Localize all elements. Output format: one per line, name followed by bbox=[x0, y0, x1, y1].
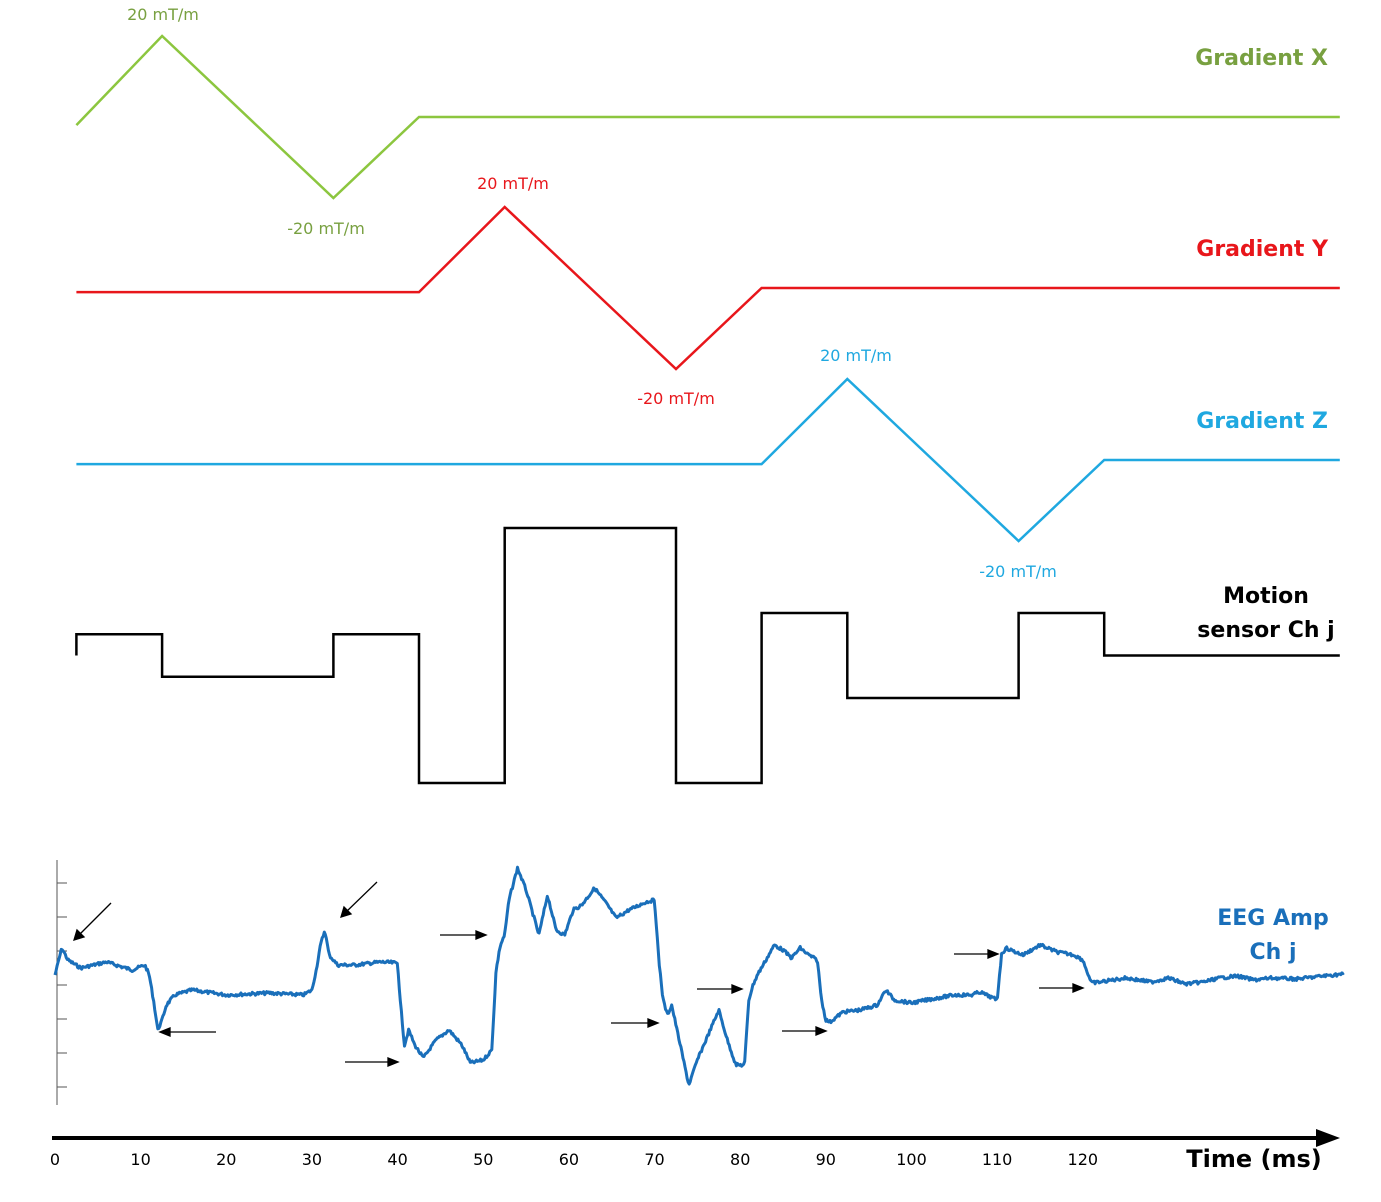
gradient-x-title: Gradient X bbox=[1195, 46, 1328, 71]
eeg-y-axis bbox=[57, 860, 67, 1105]
artifact-arrow bbox=[611, 1019, 658, 1027]
time-tick-label: 50 bbox=[473, 1150, 493, 1169]
artifact-arrow bbox=[1039, 984, 1083, 992]
time-tick-label: 40 bbox=[387, 1150, 407, 1169]
artifact-arrow bbox=[345, 1058, 398, 1066]
gradient-z-title: Gradient Z bbox=[1196, 409, 1328, 434]
time-tick-label: 100 bbox=[896, 1150, 927, 1169]
time-axis-title: Time (ms) bbox=[1186, 1145, 1321, 1173]
gradient-z-group: 20 mT/m -20 mT/m Gradient Z bbox=[76, 346, 1339, 581]
motion-sensor-waveform bbox=[76, 528, 1339, 783]
time-axis-tick-labels: 0 10 20 30 40 50 60 70 80 90 100 110 120 bbox=[50, 1150, 1098, 1169]
gradient-y-group: 20 mT/m -20 mT/m Gradient Y bbox=[76, 174, 1339, 408]
gradient-y-peak-label: 20 mT/m bbox=[477, 174, 549, 193]
time-tick-label: 110 bbox=[982, 1150, 1013, 1169]
gradient-x-trough-label: -20 mT/m bbox=[287, 219, 365, 238]
eeg-waveform bbox=[55, 867, 1344, 1084]
mri-gradient-eeg-diagram: 20 mT/m -20 mT/m Gradient X 20 mT/m -20 … bbox=[0, 0, 1381, 1202]
time-tick-label: 60 bbox=[559, 1150, 579, 1169]
gradient-z-peak-label: 20 mT/m bbox=[820, 346, 892, 365]
eeg-group: EEG Amp Ch j bbox=[55, 860, 1344, 1105]
time-tick-label: 90 bbox=[816, 1150, 836, 1169]
gradient-z-trough-label: -20 mT/m bbox=[979, 562, 1057, 581]
gradient-y-title: Gradient Y bbox=[1196, 237, 1329, 262]
motion-sensor-title-line2: sensor Ch j bbox=[1197, 618, 1334, 643]
artifact-arrow bbox=[440, 931, 486, 939]
gradient-x-group: 20 mT/m -20 mT/m Gradient X bbox=[76, 5, 1339, 238]
artifact-arrow bbox=[341, 882, 377, 917]
eeg-title-line1: EEG Amp bbox=[1217, 906, 1328, 931]
time-tick-label: 0 bbox=[50, 1150, 60, 1169]
time-tick-label: 120 bbox=[1068, 1150, 1099, 1169]
gradient-x-peak-label: 20 mT/m bbox=[127, 5, 199, 24]
time-tick-label: 30 bbox=[302, 1150, 322, 1169]
time-tick-label: 20 bbox=[216, 1150, 236, 1169]
gradient-y-waveform bbox=[76, 207, 1339, 369]
motion-sensor-group: Motion sensor Ch j bbox=[76, 528, 1339, 783]
artifact-arrow bbox=[160, 1028, 216, 1036]
artifact-arrow bbox=[782, 1027, 826, 1035]
time-tick-label: 70 bbox=[644, 1150, 664, 1169]
gradient-y-trough-label: -20 mT/m bbox=[637, 389, 715, 408]
time-axis: 0 10 20 30 40 50 60 70 80 90 100 110 120 Time (ms) bbox=[50, 1129, 1340, 1173]
motion-sensor-title-line1: Motion bbox=[1223, 584, 1309, 609]
gradient-x-waveform bbox=[76, 36, 1339, 198]
time-tick-label: 80 bbox=[730, 1150, 750, 1169]
eeg-title-line2: Ch j bbox=[1249, 940, 1296, 965]
artifact-arrow bbox=[954, 950, 998, 958]
artifact-arrow bbox=[74, 903, 111, 940]
artifact-arrow bbox=[697, 985, 742, 993]
time-tick-label: 10 bbox=[130, 1150, 150, 1169]
